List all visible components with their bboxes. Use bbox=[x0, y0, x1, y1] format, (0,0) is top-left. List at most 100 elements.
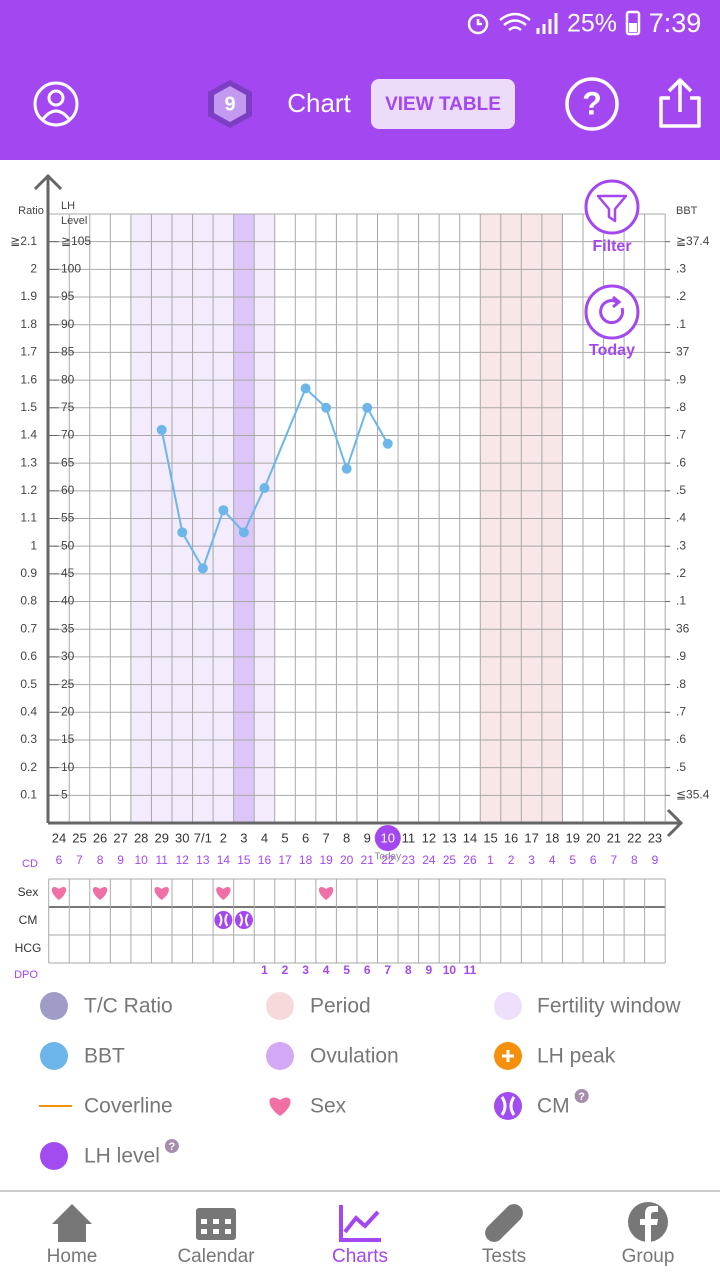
share-button[interactable] bbox=[659, 78, 701, 128]
cycle-day: 14 bbox=[217, 853, 231, 867]
date-label: 16 bbox=[504, 830, 518, 845]
bbt-tick-label: .7 bbox=[676, 428, 686, 442]
dpo-day: 1 bbox=[261, 963, 268, 977]
sex-heart bbox=[216, 887, 231, 900]
marks bbox=[156, 383, 393, 574]
sex-heart bbox=[92, 887, 108, 900]
bbt-tick-label: .4 bbox=[676, 511, 686, 525]
nav-item[interactable]: Tests bbox=[482, 1246, 526, 1267]
legend: T/C Ratio Period Fertility window BBT Ovulat… bbox=[39, 992, 681, 1170]
bbt-tick-label: ≧37.4 bbox=[676, 234, 710, 248]
cm-icon bbox=[214, 911, 233, 929]
cycle-day: 23 bbox=[402, 853, 416, 867]
legend-label: Ovulation bbox=[310, 1045, 399, 1068]
today-button-label: Today bbox=[589, 342, 635, 359]
lh-tick-label: 95 bbox=[61, 289, 75, 303]
date-label: 17 bbox=[524, 830, 538, 845]
bbt-tick-label: ≦35.4 bbox=[676, 787, 710, 801]
profile-button[interactable] bbox=[33, 81, 79, 127]
cycle-day: 9 bbox=[652, 853, 659, 867]
cycle-day: 21 bbox=[361, 853, 375, 867]
today-label: Today bbox=[374, 852, 401, 863]
legend-label: Sex bbox=[310, 1095, 347, 1118]
legend-plus bbox=[502, 1050, 514, 1062]
bbt-point bbox=[382, 438, 393, 449]
ratio-tick-label: 1.7 bbox=[20, 345, 37, 359]
date-label: 15 bbox=[483, 830, 497, 845]
ratio-tick-label: 1.6 bbox=[20, 372, 37, 386]
bbt-tick-label: .2 bbox=[676, 289, 686, 303]
legend-swatch bbox=[494, 992, 522, 1020]
log-row-label: Sex bbox=[18, 885, 39, 899]
cycle-day: 7 bbox=[610, 853, 617, 867]
date-label: 3 bbox=[240, 830, 247, 845]
help-dot[interactable] bbox=[574, 1089, 589, 1103]
grid bbox=[48, 213, 671, 823]
bbt-tick-label: .9 bbox=[676, 649, 686, 663]
badge-number: 9 bbox=[224, 93, 235, 115]
lh-tick-label: 20 bbox=[61, 704, 75, 718]
legend-swatch bbox=[40, 1042, 68, 1070]
lh-tick-label: 70 bbox=[61, 428, 75, 442]
bbt-point bbox=[321, 402, 332, 413]
lh-tick-label: 40 bbox=[61, 594, 75, 608]
clock: 7:39 bbox=[649, 8, 702, 38]
date-label: 5 bbox=[281, 830, 288, 845]
cm-icon bbox=[234, 911, 253, 929]
ratio-tick-label: 0.2 bbox=[20, 760, 37, 774]
legend-swatch bbox=[266, 992, 294, 1020]
cycle-day: 11 bbox=[155, 853, 168, 867]
ratio-tick-label: 2 bbox=[30, 262, 37, 276]
filter-button[interactable]: Filter bbox=[584, 179, 640, 255]
cycle-day: 24 bbox=[422, 853, 436, 867]
legend-label: BBT bbox=[84, 1045, 125, 1068]
level-badge[interactable]: 9 bbox=[208, 80, 252, 128]
ratio-tick-label: 0.6 bbox=[20, 649, 37, 663]
cycle-day: 16 bbox=[258, 853, 272, 867]
date-label: 8 bbox=[343, 830, 350, 845]
date-label: 4 bbox=[261, 830, 268, 845]
view-table-button[interactable]: VIEW TABLE bbox=[371, 79, 515, 129]
dpo-day: 11 bbox=[464, 963, 477, 977]
page-title: Chart bbox=[287, 88, 351, 118]
lh-axis-title: LH bbox=[61, 200, 75, 212]
date-label: 28 bbox=[134, 830, 148, 845]
ratio-tick-label: ≧2.1 bbox=[10, 234, 37, 248]
help-button[interactable]: ? bbox=[565, 77, 619, 131]
bbt-tick-label: .1 bbox=[676, 594, 686, 608]
cycle-day: 12 bbox=[176, 853, 190, 867]
legend-label: CM bbox=[537, 1095, 570, 1118]
bbt-point bbox=[218, 505, 229, 516]
bbt-point bbox=[341, 463, 352, 474]
dpo-day: 7 bbox=[384, 963, 391, 977]
ratio-tick-label: 0.4 bbox=[20, 704, 37, 718]
nav-icons bbox=[52, 1202, 668, 1242]
cycle-day: 3 bbox=[528, 853, 535, 867]
bottom-nav: Home Calendar Charts Tests Group bbox=[47, 1246, 675, 1267]
bbt-tick-label: .6 bbox=[676, 732, 686, 746]
bbt-tick-label: .7 bbox=[676, 704, 686, 718]
cycle-day: 4 bbox=[549, 853, 556, 867]
nav-item[interactable]: Calendar bbox=[177, 1246, 255, 1267]
today-button[interactable]: Today bbox=[584, 284, 640, 359]
date-label: 18 bbox=[545, 830, 559, 845]
status-icons bbox=[467, 10, 641, 36]
nav-item[interactable]: Home bbox=[47, 1246, 98, 1267]
date-label: 20 bbox=[586, 830, 600, 845]
today-marker bbox=[374, 825, 401, 851]
bbt-point bbox=[238, 527, 249, 538]
bbt-tick-label: .8 bbox=[676, 677, 686, 691]
help-dot[interactable] bbox=[164, 1139, 179, 1153]
dpo-label: DPO bbox=[14, 969, 38, 981]
bbt-point bbox=[156, 424, 167, 435]
bbt-tick-label: .1 bbox=[676, 317, 686, 331]
cycle-day: 6 bbox=[590, 853, 597, 867]
cycle-day: 10 bbox=[134, 853, 148, 867]
sex-heart bbox=[154, 887, 169, 900]
nav-item[interactable]: Charts bbox=[332, 1246, 388, 1267]
dpo-day: 5 bbox=[343, 963, 350, 977]
date-label: 22 bbox=[627, 830, 641, 845]
nav-item[interactable]: Group bbox=[622, 1246, 675, 1267]
cm-glyph bbox=[218, 913, 229, 927]
bbt-point bbox=[177, 527, 188, 538]
